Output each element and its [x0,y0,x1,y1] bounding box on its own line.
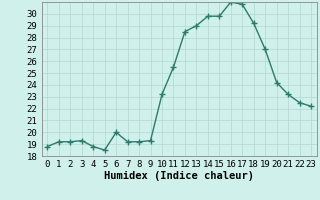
X-axis label: Humidex (Indice chaleur): Humidex (Indice chaleur) [104,171,254,181]
